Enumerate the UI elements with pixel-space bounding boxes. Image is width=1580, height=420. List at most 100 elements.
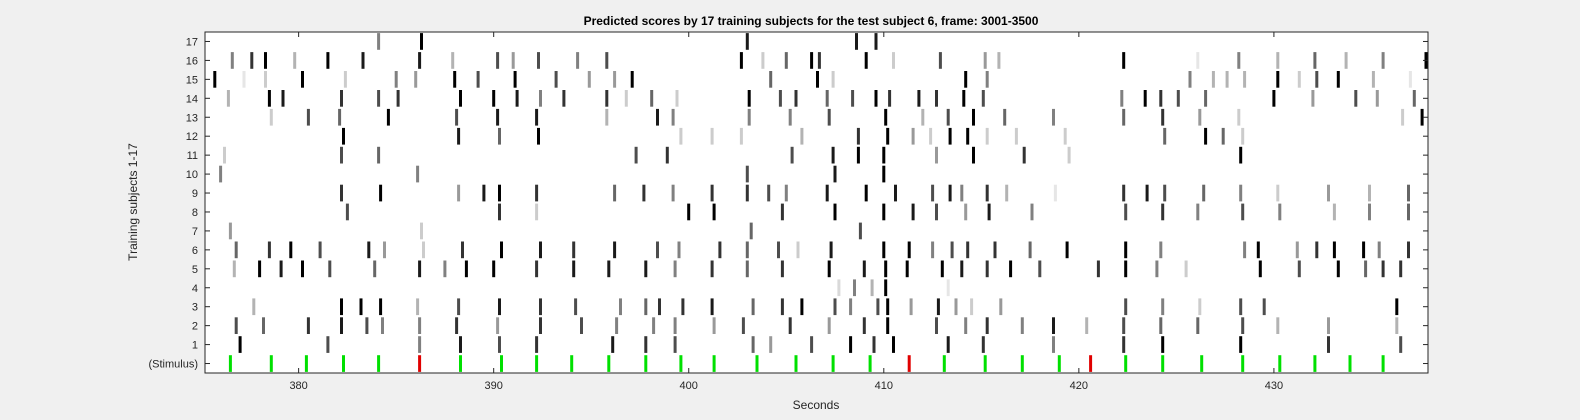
subject-score-mark bbox=[1221, 127, 1225, 145]
subject-score-mark bbox=[554, 71, 558, 88]
subject-score-mark bbox=[1124, 241, 1128, 259]
subject-score-mark bbox=[870, 279, 874, 297]
subject-score-mark bbox=[535, 108, 539, 126]
subject-score-mark bbox=[884, 108, 888, 126]
subject-score-mark bbox=[1161, 108, 1165, 126]
subject-score-mark bbox=[831, 146, 835, 164]
subject-score-mark bbox=[921, 108, 925, 126]
subject-score-mark bbox=[226, 90, 230, 107]
subject-score-mark bbox=[1368, 184, 1371, 202]
subject-score-mark bbox=[825, 90, 829, 107]
subject-score-mark bbox=[367, 241, 371, 259]
subject-score-mark bbox=[562, 90, 566, 107]
subject-score-mark bbox=[1020, 317, 1024, 334]
subject-score-mark bbox=[373, 260, 377, 278]
subject-score-mark bbox=[1163, 127, 1167, 145]
subject-score-mark bbox=[972, 108, 975, 126]
subject-score-mark bbox=[223, 146, 226, 164]
subject-score-mark bbox=[833, 165, 837, 183]
subject-score-mark bbox=[946, 108, 950, 126]
subject-score-mark bbox=[1009, 260, 1013, 278]
subject-score-mark bbox=[345, 203, 349, 221]
subject-score-mark bbox=[769, 71, 773, 88]
subject-score-mark bbox=[1159, 241, 1163, 259]
subject-score-mark bbox=[833, 203, 837, 221]
subject-score-mark bbox=[630, 71, 634, 88]
subject-score-mark bbox=[931, 241, 935, 259]
subject-score-mark bbox=[281, 90, 285, 107]
subject-score-mark bbox=[935, 146, 938, 164]
subject-score-mark bbox=[886, 317, 890, 334]
subject-score-mark bbox=[993, 241, 997, 259]
subject-score-mark bbox=[1143, 90, 1147, 107]
subject-score-mark bbox=[394, 71, 398, 88]
subject-score-mark bbox=[301, 260, 304, 278]
subject-score-mark bbox=[777, 241, 780, 259]
subject-score-mark bbox=[267, 241, 271, 259]
subject-score-mark bbox=[960, 184, 964, 202]
subject-score-mark bbox=[535, 260, 539, 278]
subject-score-mark bbox=[234, 241, 238, 259]
subject-score-mark bbox=[673, 317, 677, 334]
stimulus-mark bbox=[712, 355, 716, 372]
subject-score-mark bbox=[1067, 146, 1071, 164]
subject-score-mark bbox=[496, 52, 500, 69]
subject-score-mark bbox=[1395, 298, 1399, 316]
x-tick-label: 430 bbox=[1265, 380, 1283, 392]
x-tick-label: 410 bbox=[875, 380, 893, 392]
subject-score-mark bbox=[418, 52, 422, 69]
subject-score-mark bbox=[1354, 90, 1358, 107]
subject-score-mark bbox=[572, 260, 576, 278]
subject-score-mark bbox=[379, 298, 383, 316]
subject-score-mark bbox=[837, 279, 841, 297]
subject-score-mark bbox=[219, 165, 223, 183]
subject-score-mark bbox=[539, 317, 542, 334]
subject-score-mark bbox=[1395, 317, 1399, 334]
subject-score-mark bbox=[377, 146, 381, 164]
subject-score-mark bbox=[1155, 260, 1159, 278]
y-tick-label: 15 bbox=[186, 74, 198, 86]
subject-score-mark bbox=[644, 260, 648, 278]
subject-score-mark bbox=[537, 52, 540, 69]
subject-score-mark bbox=[1399, 260, 1403, 278]
subject-score-mark bbox=[492, 90, 496, 107]
subject-score-mark bbox=[539, 90, 542, 107]
subject-score-mark bbox=[1420, 108, 1424, 126]
subject-score-mark bbox=[831, 71, 835, 88]
subject-score-mark bbox=[252, 298, 256, 316]
y-tick-label: 10 bbox=[186, 169, 198, 181]
subject-score-mark bbox=[1159, 90, 1163, 107]
subject-score-mark bbox=[981, 336, 985, 353]
stimulus-mark bbox=[942, 355, 946, 372]
subject-score-mark bbox=[342, 127, 345, 145]
subject-score-mark bbox=[340, 90, 343, 107]
subject-score-mark bbox=[1122, 184, 1126, 202]
subject-score-mark bbox=[827, 317, 831, 334]
subject-score-mark bbox=[513, 71, 517, 88]
subject-score-mark bbox=[535, 336, 539, 353]
subject-score-mark bbox=[747, 90, 751, 107]
subject-score-mark bbox=[929, 127, 933, 145]
stimulus-mark bbox=[1089, 355, 1093, 372]
subject-score-mark bbox=[936, 298, 940, 316]
subject-score-mark bbox=[856, 146, 860, 164]
subject-score-mark bbox=[498, 298, 501, 316]
stimulus-mark bbox=[1161, 355, 1165, 372]
subject-score-mark bbox=[377, 90, 381, 107]
subject-score-mark bbox=[605, 90, 609, 107]
stimulus-mark bbox=[1313, 355, 1317, 372]
subject-score-mark bbox=[500, 241, 503, 259]
y-tick-label: 3 bbox=[192, 302, 198, 314]
subject-score-mark bbox=[230, 52, 234, 69]
subject-score-mark bbox=[496, 108, 500, 126]
subject-score-mark bbox=[739, 52, 743, 69]
subject-score-mark bbox=[778, 90, 782, 107]
subject-score-mark bbox=[611, 336, 615, 353]
subject-score-mark bbox=[745, 184, 749, 202]
subject-score-mark bbox=[457, 127, 461, 145]
subject-score-mark bbox=[1297, 260, 1301, 278]
subject-score-mark bbox=[1202, 184, 1206, 202]
subject-score-mark bbox=[1313, 52, 1317, 69]
stimulus-mark bbox=[1200, 355, 1204, 372]
subject-score-mark bbox=[935, 203, 938, 221]
